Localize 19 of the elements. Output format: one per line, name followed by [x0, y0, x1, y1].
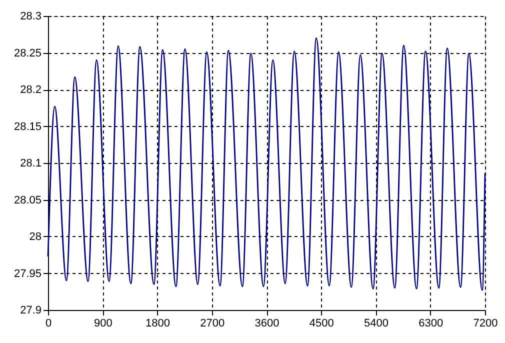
y-tick-label: 27.9 — [20, 304, 42, 316]
x-tick-label: 900 — [94, 318, 112, 330]
x-tick-label: 2700 — [200, 318, 225, 330]
x-tick-label: 5400 — [364, 318, 388, 330]
x-tick-label: 7200 — [473, 318, 498, 330]
x-tick-label: 1800 — [146, 318, 170, 330]
x-tick-label: 3600 — [254, 318, 280, 330]
x-tick-label: 6300 — [418, 318, 444, 330]
y-tick-label: 28.2 — [20, 84, 42, 96]
y-tick-label: 28.3 — [20, 10, 42, 22]
y-tick-label: 27.95 — [14, 268, 42, 280]
y-tick-label: 28.15 — [14, 120, 42, 133]
line-series — [47, 37, 486, 291]
x-tick-label: 0 — [45, 318, 52, 330]
y-tick-label: 28.1 — [20, 158, 42, 170]
y-tick-label: 28.25 — [14, 47, 42, 60]
y-tick-label: 28 — [29, 231, 42, 243]
y-tick-label: 28.05 — [14, 194, 42, 206]
x-tick-label: 4500 — [309, 318, 334, 330]
